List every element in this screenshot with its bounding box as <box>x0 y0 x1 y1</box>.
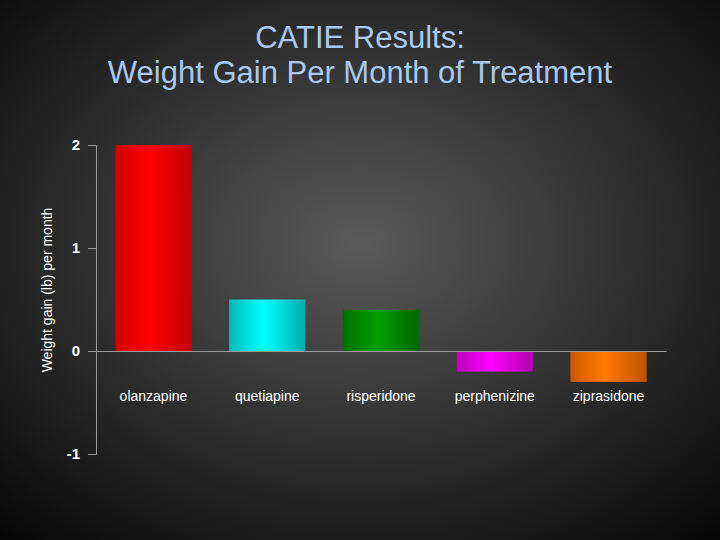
x-tick: quetiapine <box>235 351 300 404</box>
bar <box>570 351 646 382</box>
x-tick-label: olanzapine <box>120 388 188 404</box>
bar <box>115 145 191 351</box>
y-tick-mark <box>88 248 96 249</box>
x-tick-label: perphenizine <box>455 388 535 404</box>
y-tick: 2 <box>72 136 96 153</box>
x-axis-line <box>97 351 667 352</box>
title-line: Weight Gain Per Month of Treatment <box>108 55 613 90</box>
x-tick-label: risperidone <box>346 388 415 404</box>
y-tick: -1 <box>67 445 96 462</box>
y-tick-mark <box>88 454 96 455</box>
y-tick-mark <box>88 351 96 352</box>
y-tick: 1 <box>72 239 96 256</box>
y-tick-label: 0 <box>72 342 80 359</box>
y-axis-line <box>88 146 97 455</box>
x-tick: perphenizine <box>455 351 535 404</box>
title: CATIE Results:Weight Gain Per Month of T… <box>108 20 613 90</box>
x-tick: olanzapine <box>120 351 188 404</box>
bar <box>343 310 419 351</box>
x-tick-label: ziprasidone <box>573 388 645 404</box>
title-line: CATIE Results: <box>255 20 465 55</box>
x-tick-label: quetiapine <box>235 388 300 404</box>
bar <box>229 300 305 352</box>
y-axis: -1 0 1 2 <box>67 136 97 462</box>
y-tick-label: 2 <box>72 136 80 153</box>
y-tick-label: -1 <box>67 445 80 462</box>
y-tick-mark <box>88 145 96 146</box>
y-tick: 0 <box>72 342 96 359</box>
x-axis: olanzapine quetiapine risperidone perpheniz… <box>97 351 667 404</box>
y-tick-label: 1 <box>72 239 80 256</box>
chart: CATIE Results:Weight Gain Per Month of T… <box>0 0 720 540</box>
x-tick: risperidone <box>346 351 415 404</box>
bar <box>457 351 533 372</box>
x-tick: ziprasidone <box>573 351 645 404</box>
y-axis-title: Weight gain (lb) per month <box>39 208 55 373</box>
background <box>0 0 720 540</box>
bars <box>115 145 646 382</box>
